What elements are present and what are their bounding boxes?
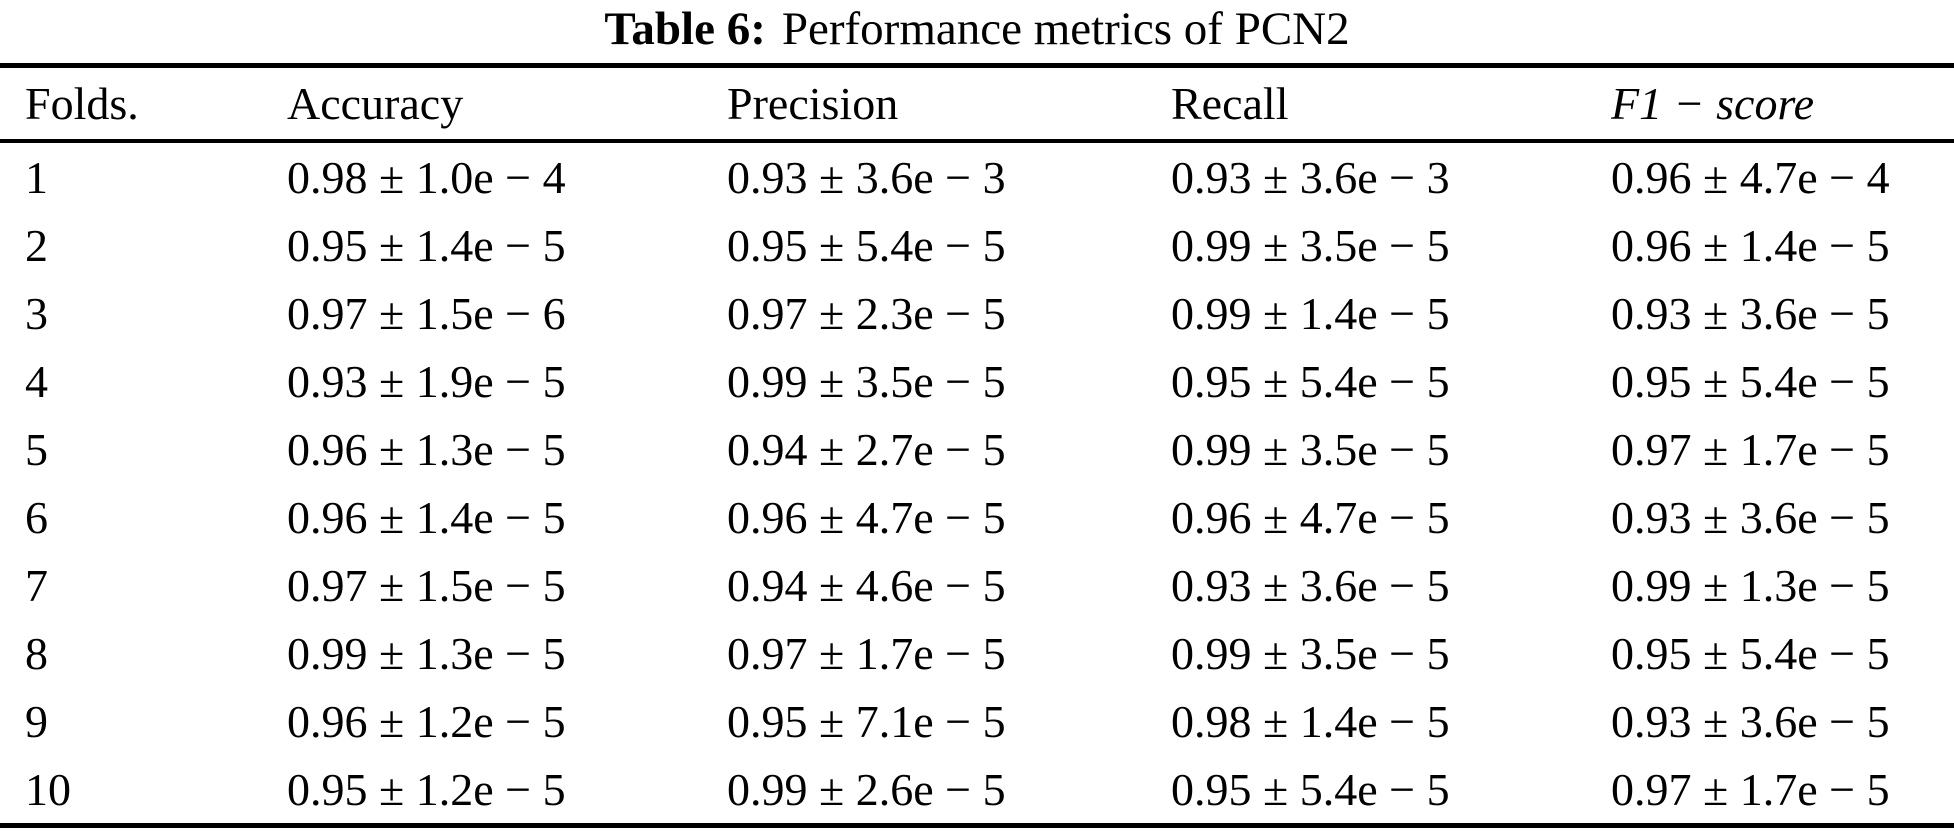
metric-value-cell: 0.94 ± 4.6e − 5: [727, 559, 1006, 611]
fold-number-cell: 6: [25, 491, 48, 543]
metric-value-cell: 0.99 ± 1.3e − 5: [1611, 559, 1890, 611]
metric-value-cell: 0.99 ± 1.3e − 5: [287, 627, 566, 679]
metric-value-cell: 0.95 ± 1.4e − 5: [287, 219, 566, 271]
metric-value-cell: 0.98 ± 1.4e − 5: [1171, 695, 1450, 747]
table-caption-text: Performance metrics of PCN2: [781, 3, 1350, 55]
metric-value-cell: 0.95 ± 5.4e − 5: [1611, 627, 1890, 679]
metric-value-cell: 0.94 ± 2.7e − 5: [727, 423, 1006, 475]
metric-value-cell: 0.93 ± 3.6e − 3: [1171, 151, 1450, 203]
table-row: 8 0.99 ± 1.3e − 5 0.97 ± 1.7e − 5 0.99 ± 3.…: [0, 619, 1954, 687]
metric-value-cell: 0.96 ± 4.7e − 5: [1171, 491, 1450, 543]
column-header-recall: Recall: [1171, 78, 1289, 129]
column-header-precision: Precision: [727, 78, 899, 129]
metric-value-cell: 0.95 ± 5.4e − 5: [1171, 355, 1450, 407]
metric-value-cell: 0.98 ± 1.0e − 4: [287, 151, 566, 203]
table-caption: Table 6: Performance metrics of PCN2: [0, 0, 1954, 63]
table-row: 10 0.95 ± 1.2e − 5 0.99 ± 2.6e − 5 0.95 ± 5…: [0, 755, 1954, 823]
table-header: Folds. Accuracy Precision Recall F1 − sc…: [0, 68, 1954, 139]
metric-value-cell: 0.96 ± 1.4e − 5: [287, 491, 566, 543]
metric-value-cell: 0.93 ± 3.6e − 3: [727, 151, 1006, 203]
fold-number-cell: 8: [25, 627, 48, 679]
column-header-accuracy: Accuracy: [287, 78, 464, 129]
metric-value-cell: 0.99 ± 3.5e − 5: [1171, 627, 1450, 679]
metric-value-cell: 0.96 ± 4.7e − 5: [727, 491, 1006, 543]
metric-value-cell: 0.95 ± 7.1e − 5: [727, 695, 1006, 747]
metric-value-cell: 0.93 ± 3.6e − 5: [1611, 695, 1890, 747]
fold-number-cell: 2: [25, 219, 48, 271]
table-row: 1 0.98 ± 1.0e − 4 0.93 ± 3.6e − 3 0.93 ± 3.…: [0, 143, 1954, 211]
fold-number-cell: 4: [25, 355, 48, 407]
metric-value-cell: 0.95 ± 5.4e − 5: [1171, 763, 1450, 815]
fold-number-cell: 1: [25, 151, 48, 203]
metric-value-cell: 0.93 ± 3.6e − 5: [1611, 491, 1890, 543]
metric-value-cell: 0.97 ± 2.3e − 5: [727, 287, 1006, 339]
metric-value-cell: 0.95 ± 5.4e − 5: [727, 219, 1006, 271]
table-top-rule: [0, 63, 1954, 68]
column-header-folds: Folds.: [25, 78, 139, 129]
metric-value-cell: 0.95 ± 5.4e − 5: [1611, 355, 1890, 407]
metric-value-cell: 0.99 ± 1.4e − 5: [1171, 287, 1450, 339]
table-row: 9 0.96 ± 1.2e − 5 0.95 ± 7.1e − 5 0.98 ± 1.…: [0, 687, 1954, 755]
fold-number-cell: 3: [25, 287, 48, 339]
metric-value-cell: 0.97 ± 1.7e − 5: [1611, 423, 1890, 475]
metric-value-cell: 0.96 ± 4.7e − 4: [1611, 151, 1890, 203]
fold-number-cell: 9: [25, 695, 48, 747]
metric-value-cell: 0.93 ± 3.6e − 5: [1611, 287, 1890, 339]
metric-value-cell: 0.99 ± 3.5e − 5: [1171, 219, 1450, 271]
table-caption-label: Table 6:: [604, 3, 766, 55]
fold-number-cell: 7: [25, 559, 48, 611]
metric-value-cell: 0.97 ± 1.5e − 6: [287, 287, 566, 339]
table-row: 2 0.95 ± 1.4e − 5 0.95 ± 5.4e − 5 0.99 ± 3.…: [0, 211, 1954, 279]
table-body: 1 0.98 ± 1.0e − 4 0.93 ± 3.6e − 3 0.93 ± 3.…: [0, 143, 1954, 823]
metric-value-cell: 0.97 ± 1.7e − 5: [727, 627, 1006, 679]
table-row: 5 0.96 ± 1.3e − 5 0.94 ± 2.7e − 5 0.99 ± 3.…: [0, 415, 1954, 483]
metric-value-cell: 0.99 ± 3.5e − 5: [1171, 423, 1450, 475]
fold-number-cell: 5: [25, 423, 48, 475]
table-row: 3 0.97 ± 1.5e − 6 0.97 ± 2.3e − 5 0.99 ± 1.…: [0, 279, 1954, 347]
performance-metrics-table-body: 1 0.98 ± 1.0e − 4 0.93 ± 3.6e − 3 0.93 ± 3.…: [0, 143, 1954, 823]
metric-value-cell: 0.95 ± 1.2e − 5: [287, 763, 566, 815]
metric-value-cell: 0.97 ± 1.7e − 5: [1611, 763, 1890, 815]
table-row: 6 0.96 ± 1.4e − 5 0.96 ± 4.7e − 5 0.96 ± 4.…: [0, 483, 1954, 551]
metric-value-cell: 0.99 ± 2.6e − 5: [727, 763, 1006, 815]
table-header-row: Folds. Accuracy Precision Recall F1 − sc…: [0, 68, 1954, 139]
table-bottom-rule: [0, 823, 1954, 828]
metric-value-cell: 0.97 ± 1.5e − 5: [287, 559, 566, 611]
fold-number-cell: 10: [25, 763, 71, 815]
metric-value-cell: 0.96 ± 1.4e − 5: [1611, 219, 1890, 271]
performance-metrics-table: Folds. Accuracy Precision Recall F1 − sc…: [0, 68, 1954, 139]
table-header-rule: [0, 139, 1954, 143]
metric-value-cell: 0.96 ± 1.2e − 5: [287, 695, 566, 747]
metric-value-cell: 0.96 ± 1.3e − 5: [287, 423, 566, 475]
metric-value-cell: 0.93 ± 1.9e − 5: [287, 355, 566, 407]
table-row: 7 0.97 ± 1.5e − 5 0.94 ± 4.6e − 5 0.93 ± 3.…: [0, 551, 1954, 619]
column-header-f1-score: F1 − score: [1611, 78, 1815, 129]
metric-value-cell: 0.99 ± 3.5e − 5: [727, 355, 1006, 407]
metric-value-cell: 0.93 ± 3.6e − 5: [1171, 559, 1450, 611]
table-row: 4 0.93 ± 1.9e − 5 0.99 ± 3.5e − 5 0.95 ± 5.…: [0, 347, 1954, 415]
